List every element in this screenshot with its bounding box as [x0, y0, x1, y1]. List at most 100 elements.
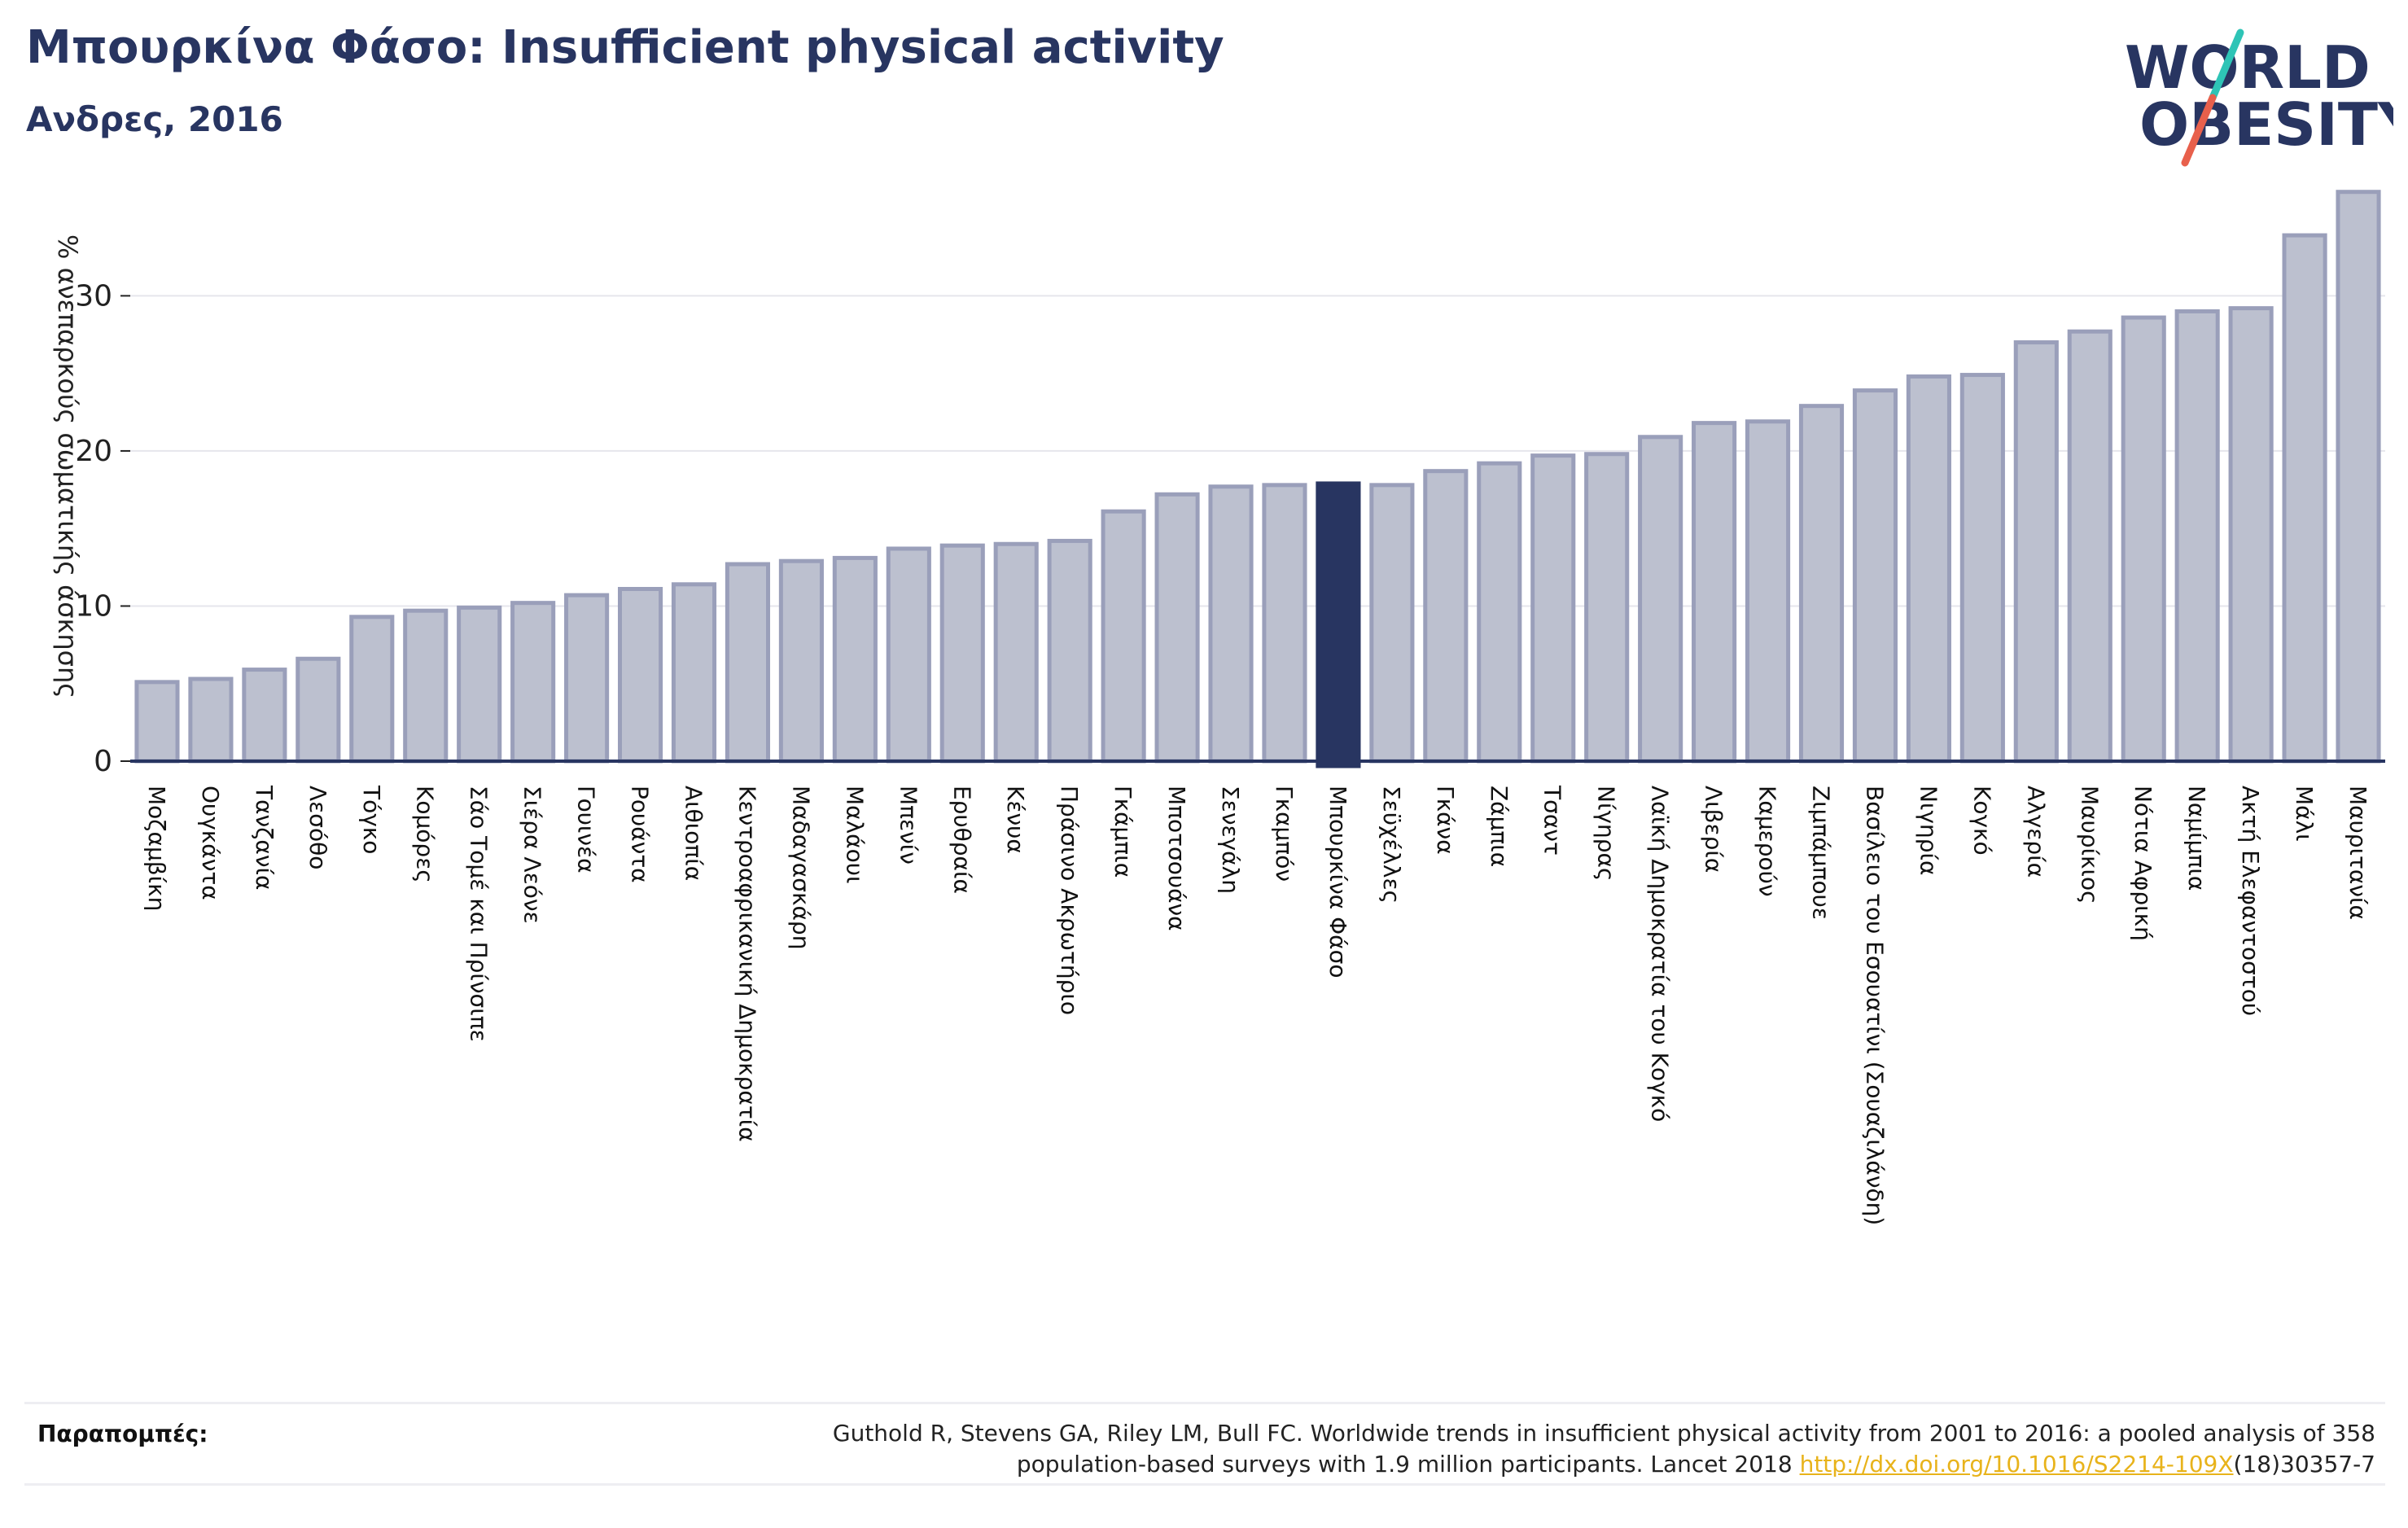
logo-slash-coral	[2181, 94, 2217, 167]
bar	[2336, 190, 2381, 764]
x-tick-label: Τανζανία	[251, 785, 278, 890]
x-tick-label: Μπουρκίνα Φάσο	[1324, 786, 1351, 978]
bar	[671, 582, 717, 764]
bar	[296, 656, 341, 764]
bar	[1852, 388, 1898, 764]
grid-lines	[130, 295, 2385, 607]
bar	[778, 558, 824, 764]
x-tick-label: Αλγερία	[2022, 786, 2049, 878]
x-tick-label: Σεϋχέλλες	[1378, 786, 1405, 904]
bar	[1745, 419, 1791, 764]
x-tick-label: Μποτσουάνα	[1163, 786, 1190, 931]
bar	[134, 680, 180, 764]
bar	[2174, 309, 2220, 764]
x-tick-label: Γκαμπόν	[1271, 786, 1298, 882]
reference-line-2-start: population-based surveys with 1.9 millio…	[1016, 1451, 1800, 1478]
bar	[1906, 374, 1951, 764]
bar	[939, 543, 985, 764]
x-tick-label: Τόγκο	[358, 785, 385, 854]
bar	[1477, 461, 1522, 764]
bar	[564, 593, 610, 764]
x-axis: Μοζαμβίκη Ουγκάντα Τανζανία Λεσόθο Τόγκο Κομό…	[130, 760, 2385, 1225]
x-tick-label: Σενεγάλη	[1217, 786, 1244, 894]
x-tick-label: Μπενίν	[895, 786, 922, 865]
x-tick-label: Λιβερία	[1701, 786, 1727, 873]
x-tick-label: Μαδαγασκάρη	[787, 786, 814, 949]
doi-link[interactable]: http://dx.doi.org/10.1016/S2214-109X	[1799, 1451, 2234, 1478]
logo-obesity-text: OBESITY	[2139, 90, 2393, 159]
y-tick-label: 20	[75, 435, 112, 468]
x-tick-label: Καμερούν	[1754, 786, 1781, 897]
x-tick-label: Μαυριτανία	[2345, 786, 2371, 920]
bar	[993, 541, 1039, 764]
x-tick-label: Λαϊκή Δημοκρατία του Κογκό	[1647, 786, 1674, 1122]
x-tick-label: Σάο Τομέ και Πρίνσιπε	[466, 786, 493, 1042]
bar	[725, 562, 771, 764]
bar	[1959, 373, 2005, 764]
references-label: Παραπομπές:	[37, 1421, 208, 1447]
x-tick-label: Γουινέα	[573, 786, 600, 873]
page-subtitle: Ανδρες, 2016	[26, 99, 283, 139]
bar	[349, 615, 395, 764]
x-tick-label: Ακτή Ελεφαντοστού	[2237, 786, 2264, 1016]
x-tick-label: Ζιμπάμπουε	[1808, 786, 1835, 920]
x-tick-label: Νότια Αφρική	[2130, 786, 2156, 941]
bar	[2067, 329, 2112, 764]
y-tick-label: 10	[75, 589, 112, 623]
x-tick-label: Ναμίμπια	[2183, 786, 2210, 891]
bar	[1423, 469, 1469, 764]
reference-line-2-end: (18)30357-7	[2233, 1451, 2375, 1478]
references-text: Guthold R, Stevens GA, Riley LM, Bull FC…	[584, 1418, 2375, 1480]
x-tick-label: Κογκό	[1968, 786, 1995, 856]
logo-world-text: WORLD	[2125, 33, 2371, 102]
y-tick-label: 30	[75, 279, 112, 313]
x-tick-label: Λεσόθο	[304, 786, 331, 869]
bar	[886, 546, 931, 764]
x-tick-label: Γκάμπια	[1110, 786, 1136, 878]
x-tick-label: Βασίλειο του Εσουατίνι (Σουαζιλάνδη)	[1861, 786, 1888, 1225]
footer-bottom-rule	[24, 1483, 2385, 1486]
x-tick-label: Νίγηρας	[1593, 786, 1620, 881]
bar	[510, 601, 556, 764]
bar	[1154, 492, 1200, 764]
footer-top-rule	[24, 1402, 2385, 1404]
bar	[2013, 340, 2059, 764]
bar	[1638, 435, 1683, 764]
bar	[1798, 404, 1845, 764]
x-tick-label: Πράσινο Ακρωτήριο	[1056, 786, 1083, 1015]
x-tick-label: Νιγηρία	[1915, 786, 1942, 875]
bar	[2228, 306, 2274, 764]
x-tick-label: Αιθιοπία	[681, 786, 707, 881]
bar	[2121, 315, 2166, 764]
reference-line-2: population-based surveys with 1.9 millio…	[584, 1449, 2375, 1480]
x-tick-label: Ρουάντα	[627, 786, 654, 883]
bar	[1530, 453, 1576, 764]
bar	[1101, 509, 1146, 764]
bar	[617, 587, 663, 764]
x-tick-label: Μαλάουι	[841, 786, 868, 883]
bar	[242, 668, 287, 764]
page-title: Μπουρκίνα Φάσο: Insufficient physical ac…	[26, 21, 1224, 74]
x-tick-label: Τσαντ	[1539, 785, 1566, 856]
logo-slash-teal	[2209, 28, 2244, 102]
bar	[1584, 452, 1630, 764]
bar	[403, 608, 449, 764]
reference-line-1: Guthold R, Stevens GA, Riley LM, Bull FC…	[832, 1420, 2375, 1447]
bar-highlight	[1316, 481, 1361, 768]
y-axis-label: % ανεπαρκούς σωματικής άσκησης	[52, 234, 83, 698]
y-tick-label: 0	[94, 745, 112, 778]
x-tick-label: Ερυθραία	[948, 786, 975, 894]
world-obesity-logo: WORLD OBESITY	[2125, 28, 2393, 167]
x-tick-label: Κεντροαφρικανική Δημοκρατία	[733, 786, 760, 1142]
bar	[1047, 538, 1092, 764]
bar	[2282, 233, 2327, 764]
bar	[1692, 421, 1737, 764]
bar-chart: 0 10 20 30 Μοζαμβίκη Ουγκάντα Τανζανία Λεσόθο Τ…	[52, 190, 2385, 1225]
x-tick-label: Μοζαμβίκη	[143, 786, 170, 911]
bars	[134, 190, 2381, 768]
bar	[1369, 483, 1415, 764]
x-tick-label: Ουγκάντα	[197, 786, 224, 900]
x-tick-label: Κένυα	[1002, 786, 1029, 854]
x-tick-label: Σιέρα Λεόνε	[519, 786, 546, 924]
x-tick-label: Κομόρες	[412, 786, 439, 883]
